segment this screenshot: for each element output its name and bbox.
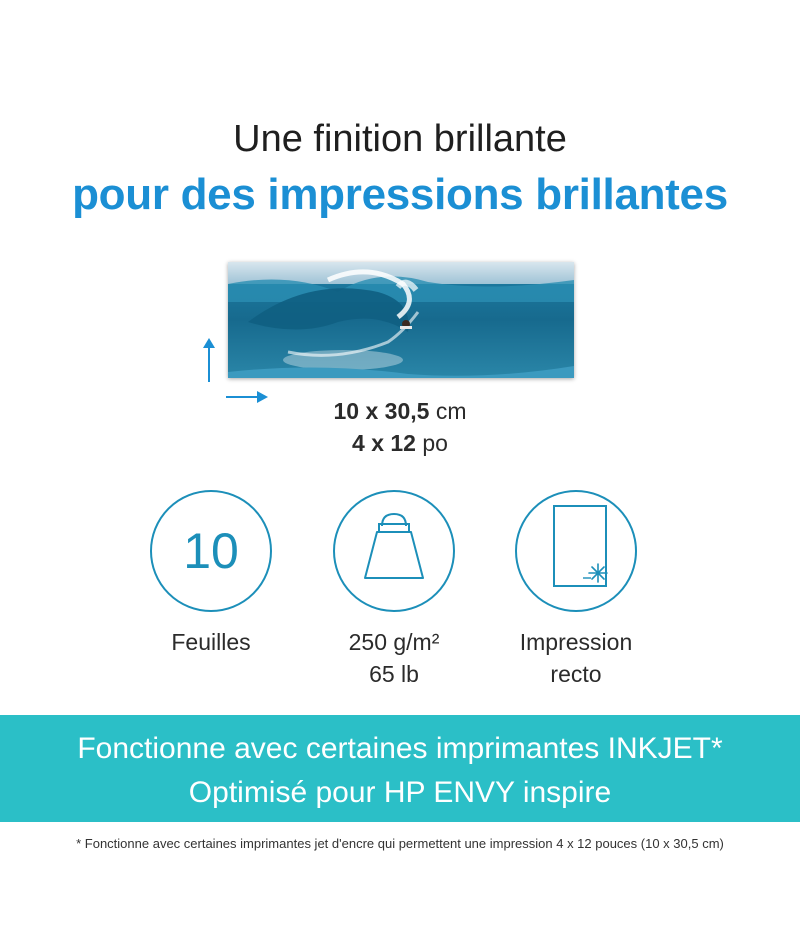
- feature-print-side-label: Impression recto: [511, 626, 641, 690]
- banner-line-2: Optimisé pour HP ENVY inspire: [188, 776, 612, 809]
- banner-line-1: Fonctionne avec certaines imprimantes IN…: [77, 732, 723, 765]
- sheet-count-circle: 10: [150, 490, 272, 612]
- weight-imperial: 65 lb: [369, 661, 419, 687]
- print-side-line-2: recto: [550, 661, 602, 687]
- weight-metric: 250 g/m²: [348, 629, 440, 655]
- surf-wave-photo: [228, 262, 574, 378]
- sheet-count-number: 10: [183, 523, 239, 579]
- size-imperial: 4 x 12 po: [0, 430, 800, 457]
- feature-weight-label: 250 g/m² 65 lb: [329, 626, 459, 690]
- feature-print-side: Impression recto: [511, 490, 641, 690]
- weight-icon: [364, 512, 424, 579]
- height-arrow-icon: [203, 338, 215, 382]
- headline-line-2: pour des impressions brillantes: [72, 170, 728, 219]
- footnote: * Fonctionne avec certaines imprimantes …: [76, 836, 724, 851]
- single-sided-print-icon: [553, 505, 608, 587]
- size-metric: 10 x 30,5 cm: [0, 398, 800, 425]
- headline-line-1: Une finition brillante: [233, 118, 567, 160]
- print-side-line-1: Impression: [519, 629, 633, 655]
- size-imperial-unit: po: [422, 430, 448, 456]
- weight-circle: [333, 490, 455, 612]
- feature-sheets-label: Feuilles: [171, 629, 251, 655]
- size-imperial-value: 4 x 12: [352, 430, 416, 456]
- size-metric-unit: cm: [435, 398, 467, 424]
- feature-weight: 250 g/m² 65 lb: [329, 490, 459, 690]
- size-metric-value: 10 x 30,5: [333, 398, 430, 424]
- width-arrow-icon: [226, 391, 268, 403]
- compatibility-banner: Fonctionne avec certaines imprimantes IN…: [0, 715, 800, 822]
- feature-sheets: 10 Feuilles: [146, 490, 276, 658]
- wave-illustration: [228, 262, 574, 378]
- print-side-circle: [515, 490, 637, 612]
